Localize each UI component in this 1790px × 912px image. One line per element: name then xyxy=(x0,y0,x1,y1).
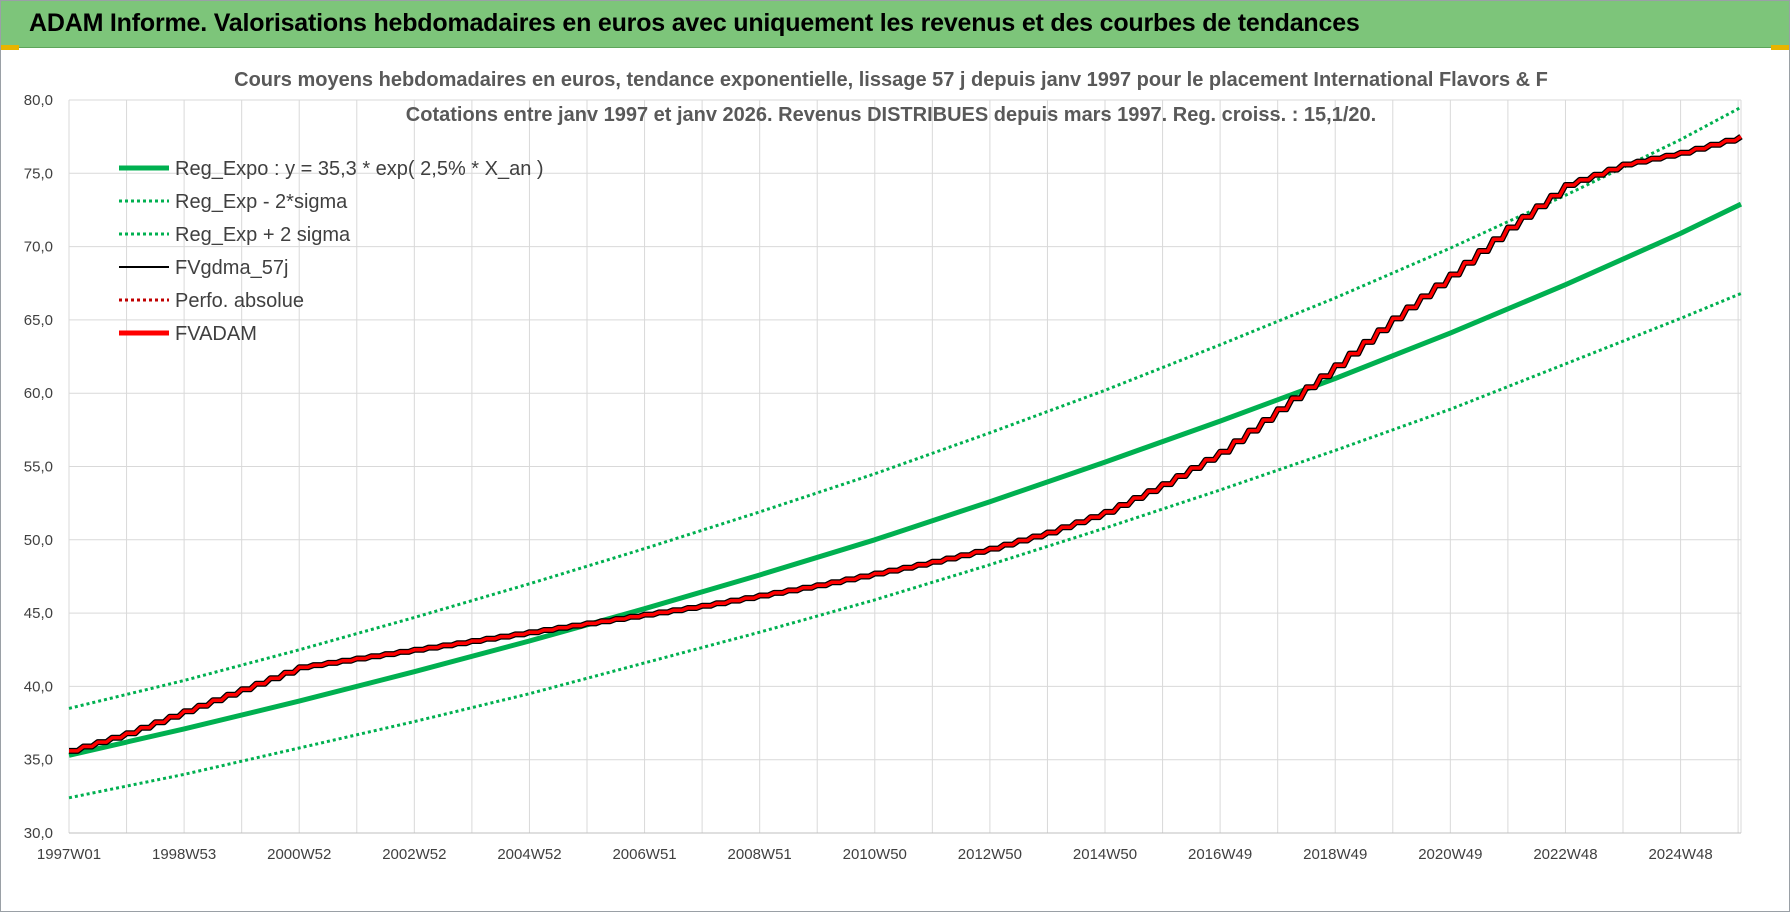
chart-title-line-1: Cours moyens hebdomadaires en euros, ten… xyxy=(234,69,1548,91)
y-tick-label: 50,0 xyxy=(24,532,53,549)
x-tick-label: 1997W01 xyxy=(37,846,101,863)
legend-label: Reg_Expo : y = 35,3 * exp( 2,5% * X_an ) xyxy=(175,158,544,180)
x-tick-label: 2004W52 xyxy=(497,846,561,863)
legend-label: FVgdma_57j xyxy=(175,257,288,279)
x-tick-label: 2008W51 xyxy=(728,846,792,863)
corner-marker xyxy=(1771,45,1789,50)
series-line-1 xyxy=(68,292,1742,800)
x-tick-label: 2000W52 xyxy=(267,846,331,863)
x-tick-label: 2018W49 xyxy=(1303,846,1367,863)
y-tick-label: 40,0 xyxy=(24,678,53,695)
y-tick-label: 70,0 xyxy=(24,239,53,256)
x-axis-ticks: 1997W01 1998W53 2000W52 2002W52 2004W52 2006W… xyxy=(37,846,1713,863)
y-tick-label: 35,0 xyxy=(24,752,53,769)
y-tick-label: 80,0 xyxy=(24,92,53,109)
x-tick-label: 2012W50 xyxy=(958,846,1022,863)
chart-title-line-2: Cotations entre janv 1997 et janv 2026. … xyxy=(406,104,1376,126)
y-tick-label: 30,0 xyxy=(24,825,53,842)
y-tick-label: 75,0 xyxy=(24,165,53,182)
x-tick-label: 2006W51 xyxy=(612,846,676,863)
y-tick-label: 65,0 xyxy=(24,312,53,329)
line-chart: Cours moyens hebdomadaires en euros, ten… xyxy=(24,69,1743,863)
x-tick-label: 2010W50 xyxy=(843,846,907,863)
legend-label: Reg_Exp + 2 sigma xyxy=(175,224,351,246)
series-lines xyxy=(68,105,1743,800)
legend-label: Perfo. absolue xyxy=(175,290,304,312)
y-axis-ticks: 30,0 35,0 40,0 45,0 50,0 55,0 60,0 65,0 70,0 75,0… xyxy=(24,92,53,842)
series-line-2 xyxy=(68,105,1742,710)
legend-label: FVADAM xyxy=(175,323,257,345)
series-line-5 xyxy=(69,135,1742,753)
report-title: ADAM Informe. Valorisations hebdomadaire… xyxy=(29,9,1360,37)
report-banner: ADAM Informe. Valorisations hebdomadaire… xyxy=(1,1,1789,48)
y-tick-label: 60,0 xyxy=(24,385,53,402)
series-line-0 xyxy=(68,201,1743,758)
x-tick-label: 2014W50 xyxy=(1073,846,1137,863)
x-tick-label: 2002W52 xyxy=(382,846,446,863)
x-tick-label: 2016W49 xyxy=(1188,846,1252,863)
x-tick-label: 2024W48 xyxy=(1648,846,1712,863)
legend-label: Reg_Exp - 2*sigma xyxy=(175,191,348,213)
x-tick-label: 2020W49 xyxy=(1418,846,1482,863)
corner-marker xyxy=(1,45,19,50)
chart-title: Cours moyens hebdomadaires en euros, ten… xyxy=(234,69,1548,126)
y-tick-label: 55,0 xyxy=(24,459,53,476)
gridlines xyxy=(68,99,1742,834)
x-tick-label: 1998W53 xyxy=(152,846,216,863)
x-tick-label: 2022W48 xyxy=(1533,846,1597,863)
y-tick-label: 45,0 xyxy=(24,605,53,622)
legend: Reg_Expo : y = 35,3 * exp( 2,5% * X_an )… xyxy=(119,158,544,345)
chart-area: Cours moyens hebdomadaires en euros, ten… xyxy=(1,48,1789,911)
